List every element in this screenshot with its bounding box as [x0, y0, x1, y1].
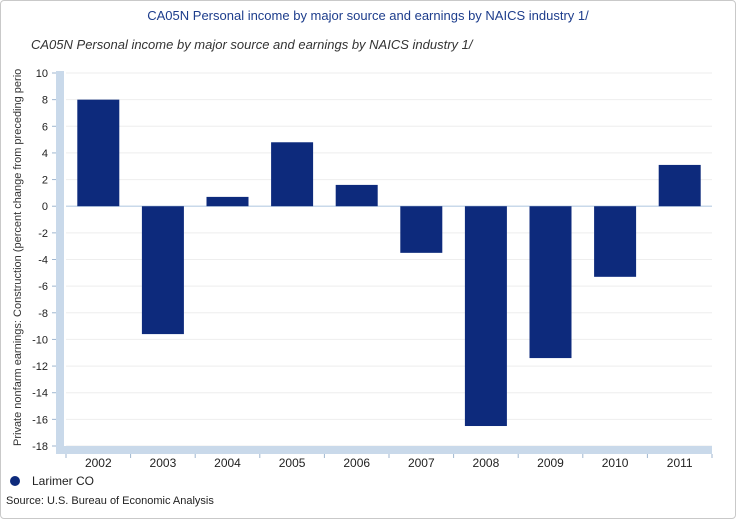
y-tick-label: 10 — [36, 68, 48, 80]
bars — [77, 99, 701, 427]
bar-2005 — [271, 142, 314, 207]
axes — [52, 71, 713, 458]
y-tick-label: 2 — [42, 175, 48, 187]
y-tick-label: 8 — [42, 95, 48, 107]
y-axis-label: Private nonfarm earnings: Construction (… — [12, 69, 24, 446]
legend-swatch — [10, 476, 20, 486]
x-tick-label: 2006 — [343, 456, 370, 470]
bar-2004 — [206, 196, 249, 207]
bar-2011 — [658, 164, 701, 207]
x-tick-label: 2004 — [214, 456, 241, 470]
bar-2006 — [335, 184, 378, 207]
y-tick-label: 6 — [42, 121, 48, 133]
bar-2007 — [400, 206, 443, 253]
source-note: Source: U.S. Bureau of Economic Analysis — [6, 495, 214, 507]
y-tick-label: -18 — [32, 441, 48, 453]
bar-2009 — [529, 206, 572, 359]
x-axis — [56, 446, 712, 454]
bar-2002 — [77, 99, 120, 207]
y-tick-label: -16 — [32, 414, 48, 426]
y-tick-label: -2 — [38, 228, 48, 240]
chart-title: CA05N Personal income by major source an… — [31, 37, 473, 52]
y-tick-label: -8 — [38, 308, 48, 320]
y-axis — [56, 71, 64, 448]
y-tick-label: -10 — [32, 334, 48, 346]
y-tick-label: -14 — [32, 388, 48, 400]
x-tick-label: 2011 — [667, 456, 693, 470]
y-tick-label: -6 — [38, 281, 48, 293]
legend-label: Larimer CO — [32, 474, 95, 488]
x-tick-label: 2010 — [602, 456, 629, 470]
y-tick-label: -4 — [38, 255, 48, 267]
axis-labels: 10 8 6 4 2 0 -2 -4 -6 -8 -10 -12 -14 -16 -18 2002 2003 20… — [32, 68, 693, 470]
y-tick-label: 0 — [42, 201, 48, 213]
x-tick-label: 2005 — [279, 456, 306, 470]
bar-2008 — [464, 206, 507, 427]
x-tick-label: 2009 — [537, 456, 564, 470]
x-tick-label: 2002 — [85, 456, 112, 470]
page-title: CA05N Personal income by major source an… — [147, 8, 589, 23]
bar-2003 — [141, 206, 184, 335]
x-tick-label: 2007 — [408, 456, 435, 470]
x-tick-label: 2003 — [150, 456, 177, 470]
bar-2010 — [594, 206, 637, 277]
y-tick-label: -12 — [32, 361, 48, 373]
y-tick-label: 4 — [42, 148, 48, 160]
legend[interactable]: Larimer CO — [10, 474, 94, 488]
x-tick-label: 2008 — [473, 456, 500, 470]
